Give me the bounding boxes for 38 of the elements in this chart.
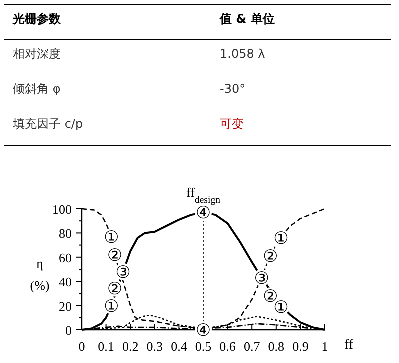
text: 倾斜角 φ [13, 82, 61, 96]
text: -30° [220, 82, 246, 96]
y-tick-label: 20 [59, 298, 72, 314]
x-tick-label: 1 [322, 339, 328, 354]
y-tick-label: 60 [59, 250, 72, 266]
annotation: ② [107, 246, 123, 266]
x-tick-label: 0.3 [146, 339, 164, 354]
y-axis-title: η (%) [30, 256, 50, 293]
x-tick-label: 0.9 [292, 339, 309, 354]
y-tick-label: 40 [59, 274, 72, 290]
annotation: ③ [116, 262, 131, 283]
y-tick-label: 0 [66, 323, 72, 338]
x-tick-label: 0.1 [98, 339, 114, 354]
annotation: ② [262, 247, 278, 268]
annotation: ② [107, 279, 123, 300]
x-tick-label: 0 [78, 339, 86, 354]
text: 可变 [220, 117, 244, 131]
annotation: ③ [254, 268, 270, 289]
x-tick-label: 0.6 [220, 339, 236, 354]
annotation: ④ [196, 321, 212, 341]
x-tick-label: 0.5 [195, 339, 212, 354]
annotation: ① [104, 228, 120, 248]
text: 填充因子 c/p [12, 117, 84, 131]
text: 值 & 单位 [219, 12, 275, 26]
x-tick-label: 0.7 [244, 339, 261, 354]
y-tick-label: 80 [59, 226, 72, 242]
text: 光栅参数 [12, 12, 62, 26]
x-tick-label: 0.8 [268, 339, 285, 354]
text: 1.058 λ [220, 47, 266, 61]
x-axis-title: ff [344, 338, 354, 353]
y-tick-label: 100 [52, 202, 72, 217]
x-tick-label: 0.2 [122, 339, 139, 354]
x-tick-label: 0.4 [171, 339, 188, 354]
annotation: ① [274, 229, 289, 250]
ref-line-label: ff$_{design}$ [186, 185, 221, 206]
text: 相对深度 [13, 47, 61, 61]
annotation: ④ [196, 204, 212, 224]
annotation: ① [104, 296, 120, 317]
